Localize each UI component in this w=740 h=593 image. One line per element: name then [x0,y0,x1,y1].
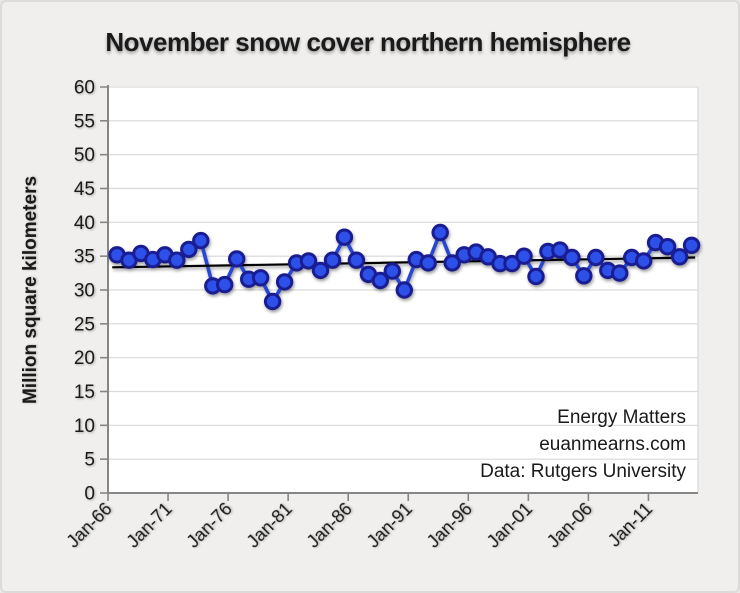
data-point-1976 [228,250,246,268]
data-point-2014 [682,236,701,255]
x-tick-label: Jan-91 [363,499,416,552]
watermark-line: euanmearns.com [539,434,686,455]
x-tick-label: Jan-86 [303,499,356,552]
y-tick-label: 10 [74,416,95,437]
x-tick-label: Jan-01 [483,499,536,552]
data-point-1975 [216,275,234,294]
x-tick-label: Jan-06 [543,499,596,552]
x-tick-label: Jan-76 [183,499,236,552]
data-point-1994 [443,254,461,272]
data-point-1972 [180,240,198,259]
y-tick-label: 55 [74,111,95,132]
data-series-layer [108,223,701,311]
data-point-1982 [299,252,318,270]
y-tick-label: 0 [84,484,95,505]
y-tick-label: 30 [74,281,95,302]
data-point-1989 [383,262,401,280]
watermark-line: Data: Rutgers University [480,461,686,482]
data-point-1971 [168,251,186,269]
y-tick-label: 5 [84,450,95,471]
data-point-2005 [575,267,593,285]
y-tick-label: 35 [74,247,95,268]
x-tick-label: Jan-81 [243,499,296,552]
x-tick-label: Jan-96 [423,499,476,552]
data-point-1985 [335,228,354,246]
data-point-1973 [192,231,210,250]
data-point-2001 [527,267,545,286]
y-axis-title: Million square kilometers [20,176,41,404]
gridlines-layer [108,86,699,493]
watermark-line: Energy Matters [557,407,686,428]
data-point-1988 [371,271,389,290]
y-tick-label: 15 [74,382,95,403]
data-point-1992 [419,254,437,272]
axes-layer [100,85,698,501]
data-point-2004 [563,248,581,267]
data-point-1990 [395,281,413,299]
x-tick-label: Jan-66 [63,499,116,552]
y-tick-label: 60 [74,78,95,99]
data-point-1983 [311,261,330,280]
data-point-1984 [323,251,342,269]
data-point-2013 [670,248,689,266]
watermark: Energy Matters euanmearns.com Data: Rutger… [480,407,686,482]
data-point-1999 [503,254,521,273]
x-tick-label: Jan-71 [123,499,176,552]
y-tick-label: 20 [74,348,95,369]
data-point-2010 [635,252,653,270]
data-point-2012 [658,238,677,256]
data-point-2000 [515,247,533,265]
data-point-2008 [611,264,629,282]
y-tick-label: 40 [74,213,95,234]
data-point-1986 [347,251,366,269]
y-tick-label: 25 [74,314,95,335]
data-point-2003 [551,241,569,259]
data-point-1993 [431,223,449,242]
data-point-2006 [587,248,605,267]
x-tick-label: Jan-11 [604,499,656,551]
chart-title: November snow cover northern hemisphere [105,27,630,57]
y-tick-label: 50 [74,145,95,166]
data-point-1979 [263,292,282,311]
data-point-1978 [251,269,270,287]
y-tick-label: 45 [74,179,95,200]
data-point-1980 [275,273,294,291]
